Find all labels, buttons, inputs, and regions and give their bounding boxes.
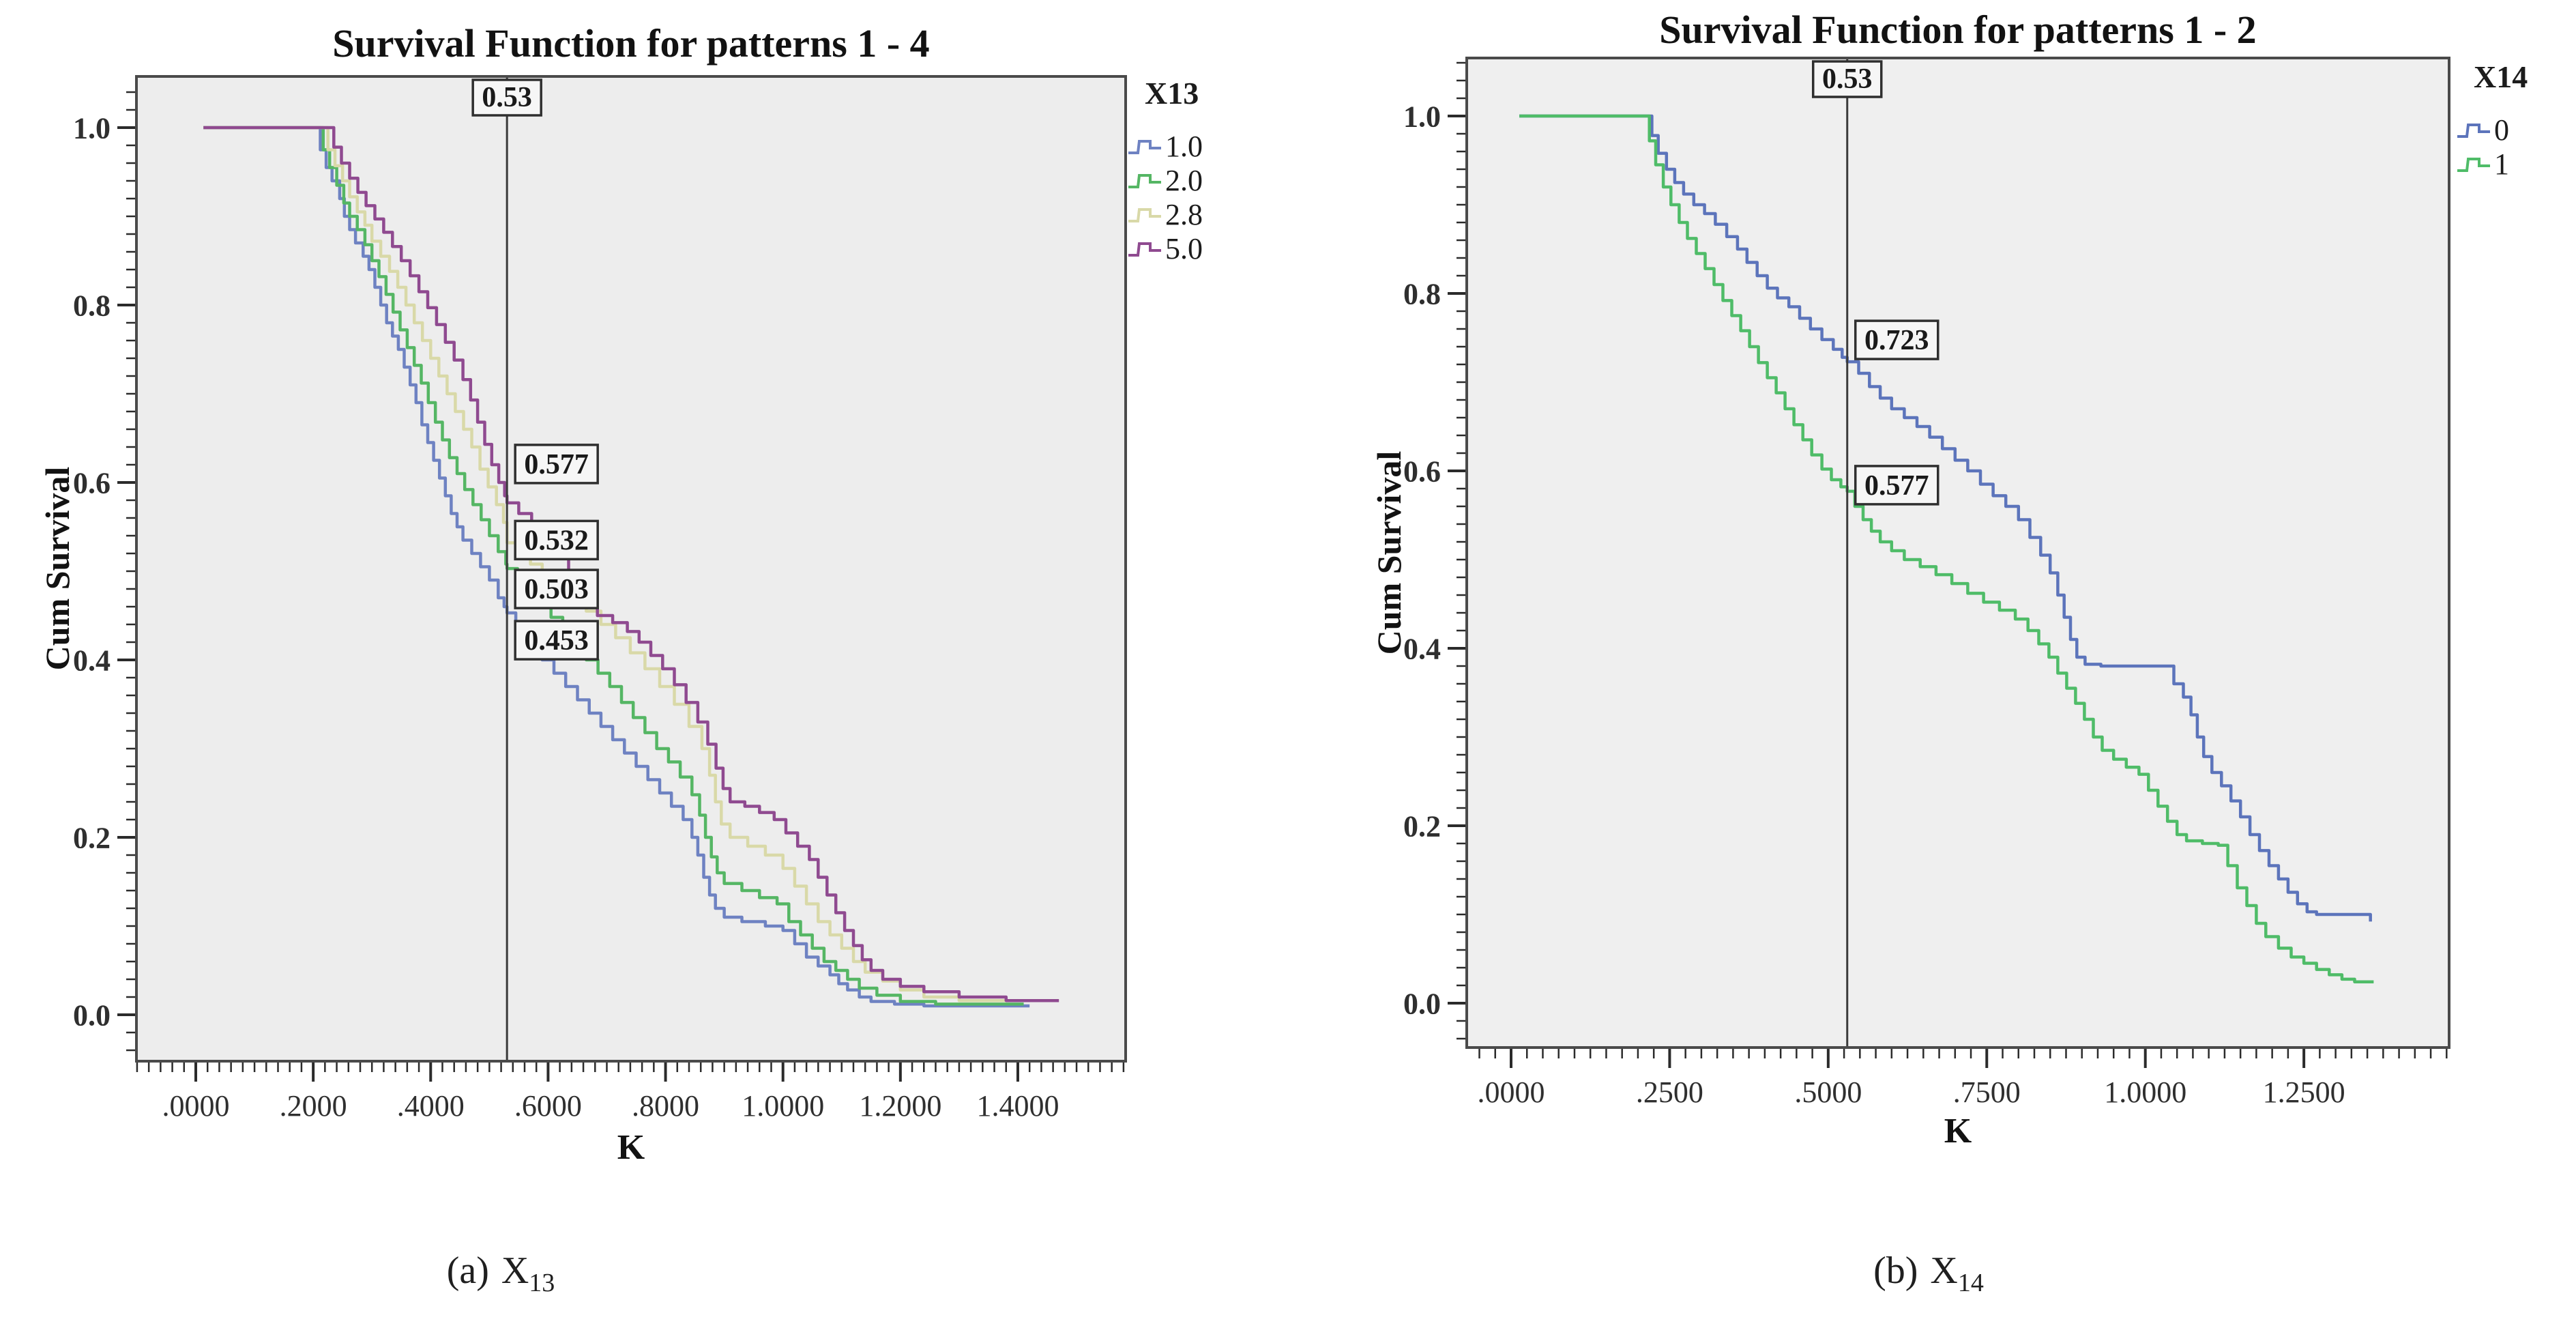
x-tick-label: .0000 — [162, 1089, 230, 1123]
y-tick-label: 0.2 — [73, 821, 111, 854]
legend-step-icon — [1128, 140, 1161, 154]
caption-a: (a) X13 — [446, 1249, 555, 1296]
legend-title-a: X13 — [1145, 76, 1199, 111]
svg-text:0.723: 0.723 — [1864, 325, 1929, 356]
annotation-0.577: 0.577 — [514, 444, 599, 485]
chart-title-b: Survival Function for patterns 1 - 2 — [1659, 8, 2257, 52]
y-tick-label: 1.0 — [73, 111, 111, 145]
svg-text:0.503: 0.503 — [524, 574, 589, 605]
y-tick-label: 0.6 — [73, 466, 111, 500]
caption-b: (b) X14 — [1873, 1249, 1984, 1296]
y-tick-label: 0.0 — [73, 998, 111, 1032]
legend-item-label: 0 — [2494, 113, 2509, 147]
legend-item-5.0: 5.0 — [1127, 231, 1203, 265]
caption-b-subscript: 14 — [1957, 1269, 1984, 1298]
x-tick-label: 1.4000 — [976, 1089, 1059, 1123]
x-axis-ticks: .0000 .2500 .5000 .7500 1.0000 1.2500 — [1478, 1048, 2345, 1109]
y-tick-label: 1.0 — [1403, 100, 1441, 133]
plot-frame — [1465, 57, 2450, 1049]
y-tick-label: 0.6 — [1403, 454, 1441, 488]
legend-step-icon — [1128, 242, 1161, 257]
y-minor-ticks — [1457, 61, 1467, 1040]
legend-items-a: 1.0 2.0 2.8 5.0 — [1127, 129, 1203, 265]
legend-step-icon — [2457, 158, 2490, 172]
legend-step-icon — [2457, 124, 2490, 138]
legend-item-2.8: 2.8 — [1127, 197, 1203, 231]
legend-item-1: 1 — [2456, 147, 2528, 181]
legend-item-label: 5.0 — [1165, 231, 1203, 265]
x-axis-title-a: K — [617, 1128, 645, 1167]
svg-text:0.577: 0.577 — [524, 449, 589, 480]
x-tick-label: .5000 — [1794, 1076, 1862, 1109]
legend-title-b: X14 — [2474, 59, 2528, 94]
y-axis-ticks: 1.0 0.8 0.6 0.4 0.2 0.0 — [1403, 100, 1467, 1020]
x-minor-ticks — [1478, 1048, 2448, 1058]
ref-line-label: 0.53 — [1811, 60, 1883, 98]
legend-step-icon — [1128, 174, 1161, 188]
plot-area — [1467, 58, 2449, 1048]
legend-item-1.0: 1.0 — [1127, 129, 1203, 163]
svg-text:0.453: 0.453 — [524, 625, 589, 656]
x-tick-label: .8000 — [632, 1089, 699, 1123]
annotation-0.453: 0.453 — [514, 620, 599, 661]
caption-a-prefix: (a) — [446, 1250, 489, 1292]
annotation-0.503: 0.503 — [514, 568, 599, 609]
caption-a-subscript: 13 — [529, 1269, 555, 1298]
x-axis-title-b: K — [1944, 1112, 1972, 1151]
survival-plot-b: .0000 .2500 .5000 .7500 1.0000 1.2500 1.0 0.8 0.… — [1403, 57, 2450, 1109]
x-tick-label: .4000 — [397, 1089, 465, 1123]
x-tick-label: 1.0000 — [742, 1089, 824, 1123]
x-minor-ticks — [136, 1061, 1125, 1072]
chart-title-a: Survival Function for patterns 1 - 4 — [332, 21, 930, 66]
legend-item-label: 2.0 — [1165, 163, 1203, 197]
y-minor-ticks — [126, 91, 136, 1052]
plot-frame — [135, 75, 1127, 1063]
caption-b-prefix: (b) — [1873, 1250, 1918, 1292]
y-tick-label: 0.8 — [73, 289, 111, 322]
legend-item-label: 1 — [2494, 147, 2509, 181]
caption-b-symbol: X — [1930, 1250, 1958, 1292]
x-tick-label: 1.2000 — [859, 1089, 941, 1123]
y-tick-label: 0.2 — [1403, 809, 1441, 843]
caption-a-symbol: X — [501, 1250, 529, 1292]
x-tick-label: .7500 — [1953, 1076, 2021, 1109]
survival-curve-1 — [1519, 114, 2374, 984]
x-tick-label: 1.2500 — [2263, 1076, 2345, 1109]
y-tick-label: 0.8 — [1403, 277, 1441, 311]
y-tick-label: 0.4 — [73, 644, 111, 677]
legend-item-0: 0 — [2456, 113, 2528, 147]
annotation-0.723: 0.723 — [1854, 319, 1940, 360]
y-tick-label: 0.4 — [1403, 632, 1441, 665]
x-tick-label: .6000 — [514, 1089, 582, 1123]
x-tick-label: .0000 — [1478, 1076, 1545, 1109]
y-tick-label: 0.0 — [1403, 987, 1441, 1020]
annotation-0.577: 0.577 — [1854, 465, 1940, 506]
svg-text:0.532: 0.532 — [524, 525, 589, 556]
legend-item-label: 2.8 — [1165, 197, 1203, 231]
legend-a: X13 1.0 2.0 2.8 5.0 — [1127, 75, 1203, 265]
svg-text:0.53: 0.53 — [482, 82, 532, 113]
svg-text:0.577: 0.577 — [1864, 470, 1929, 502]
svg-text:0.53: 0.53 — [1822, 63, 1873, 95]
y-axis-ticks: 1.0 0.8 0.6 0.4 0.2 0.0 — [73, 111, 136, 1032]
x-tick-label: .2500 — [1636, 1076, 1703, 1109]
annotation-0.532: 0.532 — [514, 519, 599, 561]
x-axis-ticks: .0000 .2000 .4000 .6000 .8000 1.0000 1.2000 1.4… — [162, 1061, 1059, 1123]
y-axis-title-b: Cum Survival — [1370, 450, 1408, 655]
ref-line-label: 0.53 — [471, 78, 542, 117]
legend-step-icon — [1128, 208, 1161, 222]
y-axis-title-a: Cum Survival — [38, 466, 76, 671]
survival-plot-a: .0000 .2000 .4000 .6000 .8000 1.0000 1.2000 1.4… — [73, 75, 1127, 1123]
survival-curve-0 — [1519, 114, 2372, 922]
x-tick-label: .2000 — [280, 1089, 347, 1123]
legend-item-label: 1.0 — [1165, 129, 1203, 163]
legend-item-2.0: 2.0 — [1127, 163, 1203, 197]
x-tick-label: 1.0000 — [2104, 1076, 2186, 1109]
plot-area — [136, 76, 1126, 1061]
